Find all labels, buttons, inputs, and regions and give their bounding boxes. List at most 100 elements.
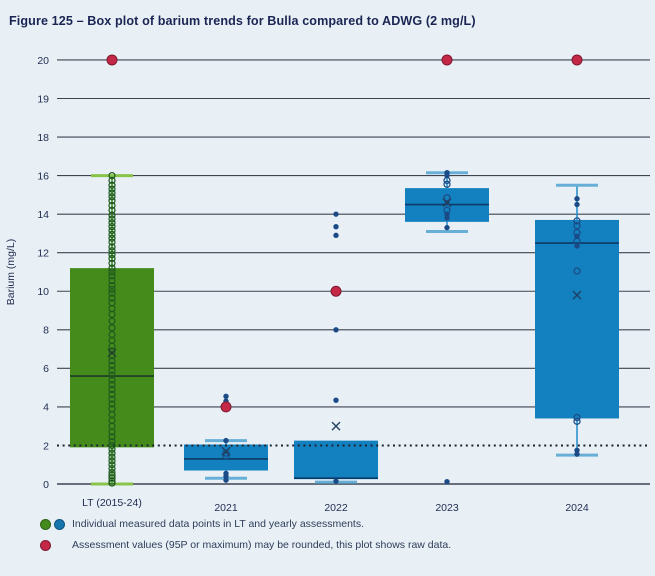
data-point (108, 176, 116, 185)
data-point (333, 478, 339, 484)
data-point (108, 400, 116, 408)
mean-marker (572, 290, 582, 300)
assessment-point (330, 285, 342, 297)
assessment-point (571, 54, 583, 66)
data-point (108, 185, 116, 193)
axis-labels: LT (2015-24) 2021 2022 2023 2024 Barium (mg/L… (5, 239, 589, 514)
data-point (108, 453, 116, 461)
data-point (108, 324, 116, 332)
legend-markers (40, 518, 72, 530)
data-point (108, 201, 116, 210)
data-point (108, 441, 116, 450)
legend-label-datapoints: Individual measured data points in LT an… (72, 518, 365, 530)
data-point (573, 413, 581, 422)
data-point (108, 247, 116, 255)
data-point (574, 451, 580, 457)
data-point (108, 226, 116, 235)
data-point (222, 452, 230, 460)
red-point-marker-icon (40, 539, 51, 551)
data-point (333, 232, 339, 239)
data-point (108, 310, 116, 319)
green-point-marker-icon (40, 518, 51, 530)
series-2022 (294, 440, 378, 484)
y-tick-label: 0 (43, 479, 49, 491)
points-layer (106, 54, 583, 487)
data-point (108, 294, 116, 302)
data-point (108, 445, 116, 453)
data-point (108, 193, 116, 201)
data-point (108, 277, 116, 285)
data-point (573, 228, 581, 237)
y-axis-title: Barium (mg/L) (5, 239, 17, 306)
data-point (443, 206, 451, 214)
data-point (108, 259, 116, 267)
data-point (108, 238, 116, 246)
data-point (573, 222, 581, 230)
data-point (444, 478, 450, 485)
mean-marker (331, 421, 341, 431)
data-point (444, 224, 450, 231)
data-point (108, 285, 116, 293)
data-point (108, 449, 116, 457)
y-tick-label: 20 (37, 55, 49, 67)
data-point (574, 196, 580, 202)
data-point (108, 264, 116, 272)
data-point (108, 342, 116, 350)
legend-label-assessment: Assessment values (95P or maximum) may b… (72, 539, 452, 551)
data-point (573, 267, 581, 275)
data-point (108, 381, 116, 389)
data-point (108, 171, 116, 180)
data-point (108, 433, 116, 441)
data-point (108, 251, 116, 259)
data-point (223, 473, 229, 479)
mean-marker (107, 348, 117, 358)
data-point (108, 361, 116, 370)
points-LT (2015-24) (106, 54, 118, 487)
assessment-point (220, 401, 232, 413)
data-point (108, 428, 116, 436)
data-point (223, 393, 229, 399)
points-2024 (571, 54, 583, 457)
data-point (108, 437, 116, 446)
data-point (108, 461, 116, 469)
series-2024 (535, 183, 619, 457)
y-tick-label: 12 (37, 248, 49, 260)
data-point (108, 366, 116, 374)
x-category-label: 2024 (565, 502, 589, 514)
data-point (108, 272, 116, 280)
data-point (108, 371, 116, 379)
data-point (108, 376, 116, 384)
points-2023 (441, 54, 453, 485)
data-point (108, 268, 116, 276)
x-category-label: 2021 (214, 502, 238, 514)
assessment-point (106, 54, 118, 66)
data-point (108, 457, 116, 465)
data-point (574, 201, 580, 208)
data-point (108, 243, 116, 251)
data-point (333, 223, 339, 230)
box-2021 (184, 444, 268, 471)
data-point (108, 464, 116, 473)
legend: Individual measured data points in LT an… (40, 518, 451, 551)
x-category-label: LT (2015-24) (82, 497, 142, 509)
data-point (574, 243, 580, 249)
data-point (108, 474, 116, 482)
data-point (573, 217, 581, 225)
x-category-label: 2023 (435, 502, 459, 514)
data-point (574, 447, 580, 453)
data-point (108, 289, 116, 297)
data-point (108, 357, 116, 365)
y-tick-label: 10 (37, 286, 49, 298)
y-tick-label: 8 (43, 325, 49, 337)
y-tick-label: 19 (37, 93, 49, 105)
points-2021 (220, 393, 232, 483)
data-point (108, 390, 116, 398)
mean-marker (442, 198, 452, 208)
mean-marker (221, 446, 231, 456)
y-tick-label: 16 (37, 170, 49, 182)
data-point (108, 479, 116, 487)
data-point (333, 397, 339, 403)
y-tick-label: 4 (43, 402, 49, 414)
